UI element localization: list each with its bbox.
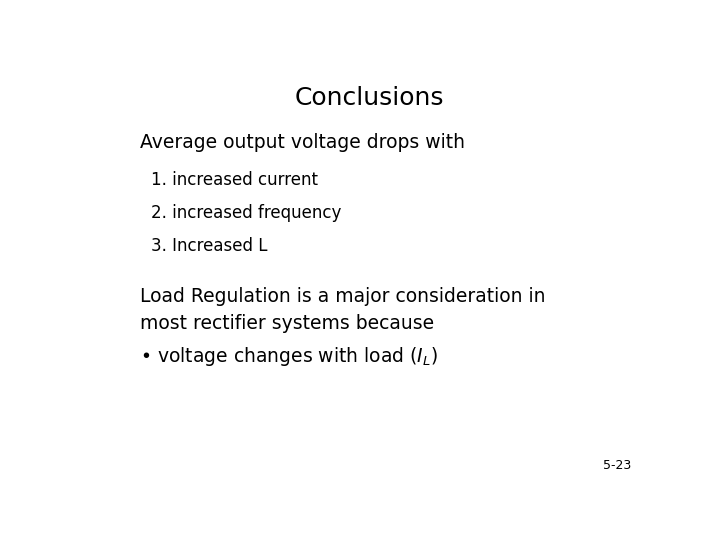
Text: 2. increased frequency: 2. increased frequency [151,204,342,222]
Text: 1. increased current: 1. increased current [151,171,318,189]
Text: Load Regulation is a major consideration in
most rectifier systems because: Load Regulation is a major consideration… [140,287,546,333]
Text: 5-23: 5-23 [603,460,631,472]
Text: Conclusions: Conclusions [294,85,444,110]
Text: Average output voltage drops with: Average output voltage drops with [140,133,465,152]
Text: 3. Increased L: 3. Increased L [151,238,268,255]
Text: • voltage changes with load ($I_L$): • voltage changes with load ($I_L$) [140,346,438,368]
